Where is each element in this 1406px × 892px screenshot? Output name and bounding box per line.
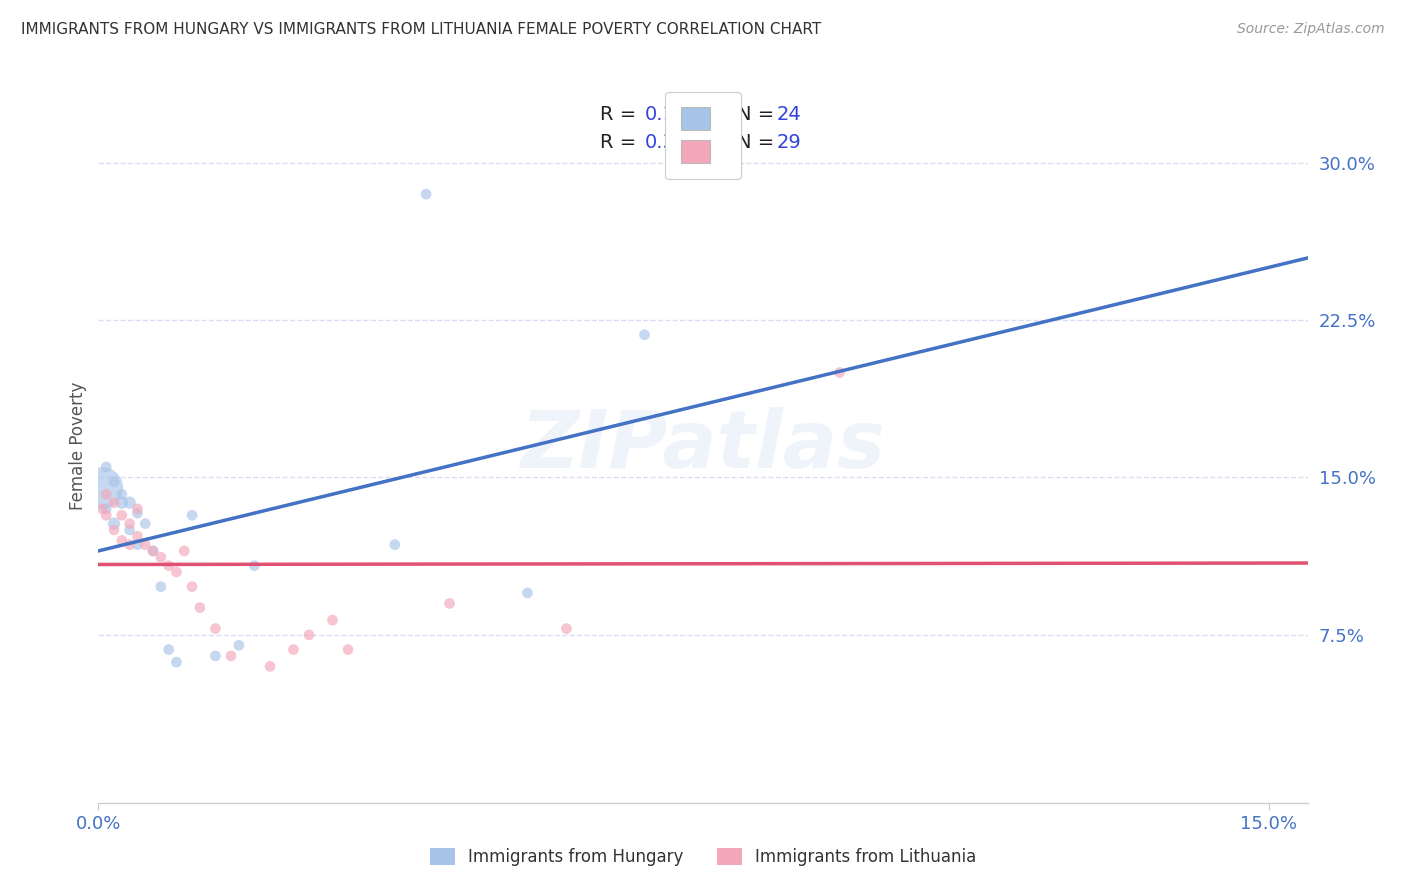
Point <box>96 460 118 475</box>
Point <box>118 523 141 537</box>
Point <box>103 516 125 531</box>
Text: 0.384: 0.384 <box>645 133 700 153</box>
Point <box>134 538 156 552</box>
Text: 0.179: 0.179 <box>645 104 700 124</box>
Point <box>173 544 195 558</box>
Point <box>103 475 125 489</box>
Y-axis label: Female Poverty: Female Poverty <box>69 382 87 510</box>
Point <box>149 580 172 594</box>
Point <box>103 496 125 510</box>
Point <box>555 622 578 636</box>
Point <box>283 642 305 657</box>
Point <box>259 659 281 673</box>
Point <box>204 622 226 636</box>
Point <box>142 544 165 558</box>
Point <box>439 596 461 610</box>
Point <box>127 538 149 552</box>
Text: R =: R = <box>600 104 643 124</box>
Point <box>337 642 360 657</box>
Point <box>127 502 149 516</box>
Point <box>134 516 156 531</box>
Point <box>828 366 851 380</box>
Text: R =: R = <box>600 133 643 153</box>
Text: N =: N = <box>737 104 780 124</box>
Point <box>298 628 321 642</box>
Point <box>228 639 250 653</box>
Text: IMMIGRANTS FROM HUNGARY VS IMMIGRANTS FROM LITHUANIA FEMALE POVERTY CORRELATION : IMMIGRANTS FROM HUNGARY VS IMMIGRANTS FR… <box>21 22 821 37</box>
Point <box>96 502 118 516</box>
Point <box>157 558 180 573</box>
Point <box>204 648 226 663</box>
Text: N =: N = <box>737 133 780 153</box>
Text: ZIPatlas: ZIPatlas <box>520 407 886 485</box>
Point <box>149 550 172 565</box>
Text: 24: 24 <box>776 104 801 124</box>
Point <box>118 496 141 510</box>
Point <box>157 642 180 657</box>
Point <box>165 655 187 669</box>
Point <box>118 538 141 552</box>
Point <box>384 538 406 552</box>
Legend: , : , <box>665 92 741 178</box>
Point <box>321 613 343 627</box>
Legend: Immigrants from Hungary, Immigrants from Lithuania: Immigrants from Hungary, Immigrants from… <box>422 840 984 875</box>
Point <box>181 508 204 523</box>
Point <box>181 580 204 594</box>
Text: 29: 29 <box>776 133 801 153</box>
Point <box>415 187 437 202</box>
Point <box>127 529 149 543</box>
Point <box>188 600 211 615</box>
Point <box>111 487 134 501</box>
Point <box>111 533 134 548</box>
Point <box>111 508 134 523</box>
Point <box>127 506 149 520</box>
Point <box>118 516 141 531</box>
Point <box>633 327 655 342</box>
Text: Source: ZipAtlas.com: Source: ZipAtlas.com <box>1237 22 1385 37</box>
Point <box>142 544 165 558</box>
Point <box>96 508 118 523</box>
Point <box>91 502 114 516</box>
Point <box>219 648 242 663</box>
Point <box>516 586 538 600</box>
Point <box>96 487 118 501</box>
Point <box>103 523 125 537</box>
Point <box>111 496 134 510</box>
Point <box>91 481 114 495</box>
Point <box>243 558 266 573</box>
Point <box>165 565 187 579</box>
